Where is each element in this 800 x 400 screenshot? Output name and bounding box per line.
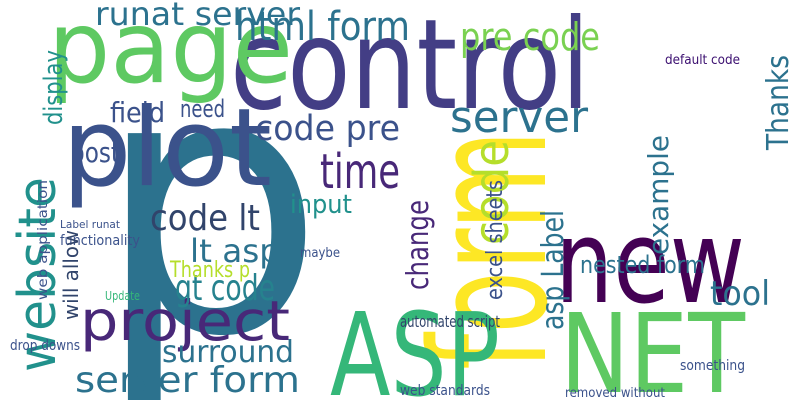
word: server form bbox=[75, 360, 300, 400]
word: tool bbox=[710, 274, 770, 314]
word: ASP bbox=[330, 289, 500, 400]
word: server bbox=[450, 92, 589, 143]
word: will allow bbox=[59, 230, 83, 320]
word: automated script bbox=[400, 312, 500, 331]
word: default code bbox=[665, 53, 740, 68]
word: html form bbox=[235, 4, 410, 50]
word: plot bbox=[62, 86, 272, 211]
word: web standards bbox=[400, 383, 490, 399]
word: page bbox=[48, 0, 293, 106]
word: drop downs bbox=[10, 338, 80, 354]
word: code lt bbox=[150, 198, 260, 239]
word: runat server bbox=[95, 0, 301, 33]
word: Thanks p bbox=[169, 258, 250, 283]
word: maybe bbox=[300, 246, 340, 261]
word: Label runat bbox=[60, 218, 121, 231]
word: pre code bbox=[460, 15, 600, 59]
word: code pre bbox=[255, 109, 400, 149]
word: excel sheets bbox=[483, 180, 508, 300]
word: asp Label bbox=[536, 210, 571, 330]
word: form bbox=[396, 130, 583, 370]
word: gt code bbox=[175, 268, 275, 309]
word: code bbox=[464, 140, 520, 245]
word: removed without bbox=[565, 386, 665, 400]
word: need bbox=[180, 95, 225, 123]
word: field bbox=[110, 96, 165, 129]
word: display bbox=[39, 50, 69, 125]
word: functionality bbox=[60, 233, 140, 249]
word: Update bbox=[105, 289, 140, 303]
word: nested form bbox=[580, 251, 705, 279]
word: time bbox=[320, 144, 400, 200]
word: Thanks bbox=[761, 55, 796, 151]
word: example bbox=[642, 135, 675, 255]
word: project bbox=[80, 289, 290, 353]
word: NET bbox=[560, 290, 746, 400]
word: input bbox=[290, 190, 352, 220]
word: new bbox=[555, 196, 745, 330]
word: something bbox=[680, 358, 745, 374]
word: p bbox=[95, 0, 325, 400]
word: change bbox=[401, 200, 436, 290]
word: control bbox=[230, 0, 590, 138]
word: web application bbox=[36, 180, 51, 300]
word: post bbox=[70, 136, 120, 169]
word: website bbox=[8, 177, 68, 372]
word: surround bbox=[162, 335, 294, 370]
word: lt asp bbox=[190, 232, 280, 270]
